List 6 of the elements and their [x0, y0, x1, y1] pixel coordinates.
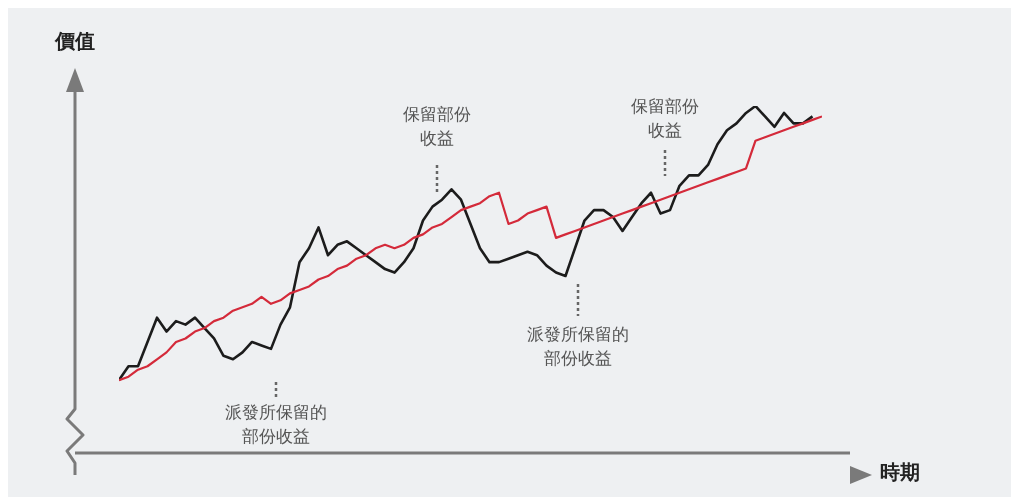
x-axis-title: 時期 [880, 460, 920, 484]
annotation: 保留部份收益 [403, 104, 471, 148]
y-axis-title: 價值 [54, 29, 95, 53]
annotation: 派發所保留的部份收益 [225, 402, 327, 446]
annotation: 保留部份收益 [631, 96, 699, 140]
annotation: 派發所保留的部份收益 [527, 324, 629, 368]
